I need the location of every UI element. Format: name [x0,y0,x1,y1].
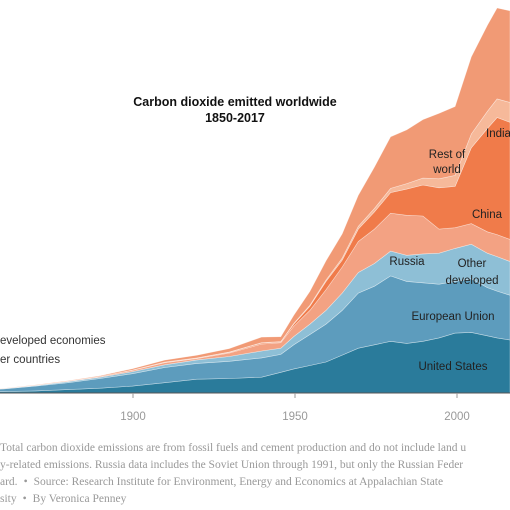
label-china: China [472,209,503,221]
chart-subtitle-text: 1850-2017 [205,111,265,125]
label-european-union: European Union [411,311,494,323]
series-labels: Rest of world India China Russia Other d… [389,128,510,373]
stacked-areas [0,7,510,394]
legend-developed-economies: eveloped economies [0,335,106,347]
emissions-chart: 1900 1950 2000 Carbon dioxide emitted wo… [0,7,510,423]
legend: eveloped economies er countries [0,335,106,366]
footnote-line-2: y-related emissions. Russia data include… [0,459,464,471]
x-ticks: 1900 1950 2000 [120,393,470,423]
label-other-developed-2: developed [445,275,498,287]
footnote-byline: By Veronica Penney [32,493,127,505]
footnote-line-3-start: ard. [0,476,18,488]
x-tick-label-2000: 2000 [444,411,470,423]
footnote-separator-1: • [23,476,28,488]
label-other-developed-1: Other [458,258,487,270]
label-russia: Russia [389,256,425,268]
label-rest-of-world-2: world [432,164,460,176]
footnote: Total carbon dioxide emissions are from … [0,440,510,508]
footnote-line-4: sity • By Veronica Penney [0,491,510,508]
footnote-separator-2: • [22,493,27,505]
footnote-source: Source: Research Institute for Environme… [33,476,444,488]
footnote-line-4-start: sity [0,493,17,505]
chart-title-text: Carbon dioxide emitted worldwide [133,95,337,109]
footnote-line-3: ard. • Source: Research Institute for Envi… [0,474,510,491]
legend-other-countries: er countries [0,354,60,366]
chart-title: Carbon dioxide emitted worldwide 1850-20… [133,95,337,125]
label-rest-of-world-1: Rest of [429,149,466,161]
label-india: India [486,128,510,140]
x-tick-label-1900: 1900 [120,411,146,423]
area-rest-of-world [0,7,510,390]
footnote-line-1: Total carbon dioxide emissions are from … [0,442,467,454]
x-tick-label-1950: 1950 [282,411,308,423]
label-united-states: United States [418,361,487,373]
